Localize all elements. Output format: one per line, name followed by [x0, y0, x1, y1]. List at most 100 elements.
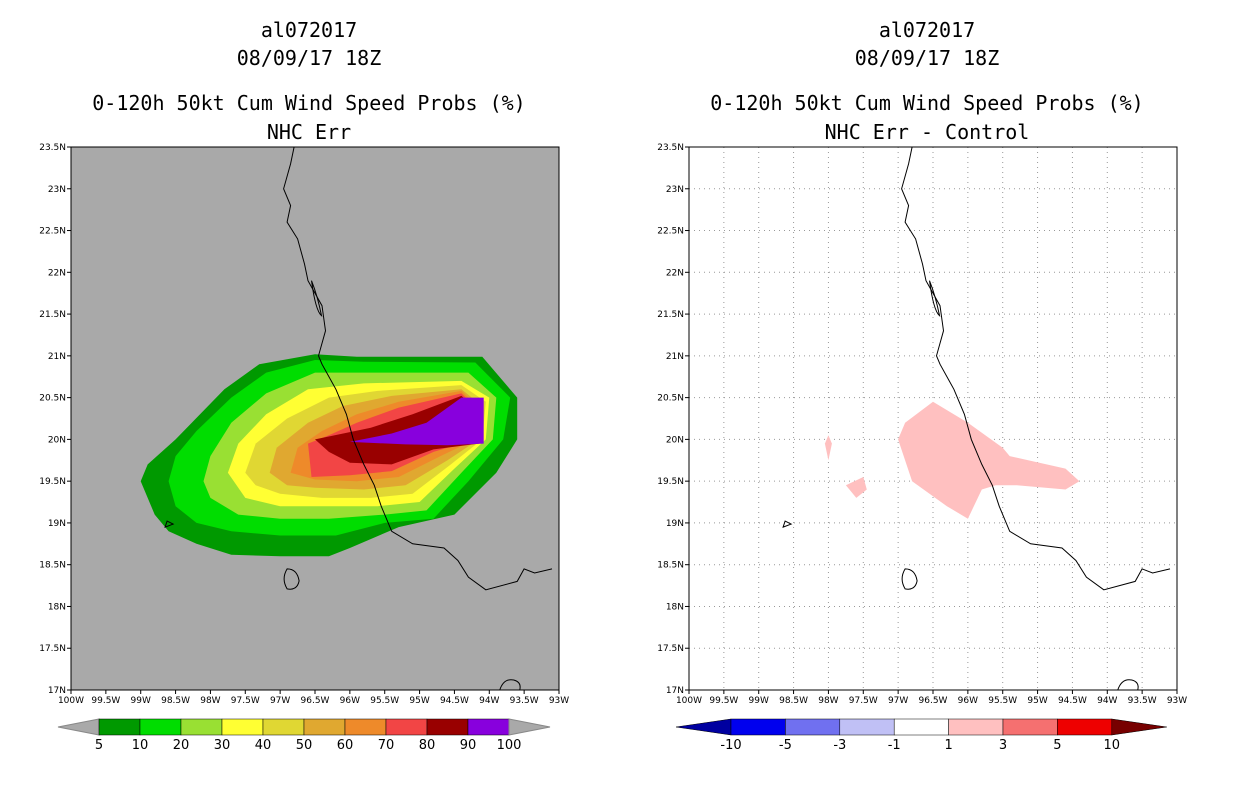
lat-tick-label: 18.5N: [39, 561, 66, 571]
lat-tick-label: 17N: [48, 686, 66, 696]
chart-title: 0-120h 50kt Cum Wind Speed Probs (%): [92, 91, 526, 115]
left-panel: al072017 08/09/17 18Z 0-120h 50kt Cum Wi…: [39, 18, 569, 753]
colorbar-end-low: [675, 718, 732, 736]
colorbar-swatch: [262, 718, 305, 736]
colorbar-label: -1: [888, 738, 901, 753]
colorbar-swatch: [221, 718, 264, 736]
colorbar-swatch: [730, 718, 786, 736]
lon-tick-label: 94W: [1097, 696, 1117, 706]
colorbar-label: 50: [296, 738, 313, 753]
coastline: [901, 146, 1171, 591]
lat-tick-label: 23N: [666, 185, 684, 195]
colorbar-label: 40: [255, 738, 272, 753]
lake-outline: [901, 568, 918, 590]
contour-level-1: [824, 435, 832, 461]
colorbar-label: 80: [419, 738, 436, 753]
lat-tick-label: 20N: [666, 435, 684, 445]
lat-tick-label: 21.5N: [39, 310, 66, 320]
colorbar-swatch: [344, 718, 387, 736]
lon-tick-label: 98.5W: [779, 696, 808, 706]
colorbar-swatch: [893, 718, 949, 736]
left-map: 17N 17.5N 18N 18.5N 19N 19.5N 20N 20.5N 21N 21.5N…: [39, 143, 569, 753]
coast-fragment: [499, 679, 521, 691]
colorbar-swatch: [948, 718, 1004, 736]
island-outline: [164, 520, 175, 528]
colorbar-label: 60: [337, 738, 354, 753]
lat-tick-label: 23.5N: [39, 143, 66, 153]
lon-tick-label: 95W: [409, 696, 429, 706]
lon-tick-label: 94.5W: [440, 696, 469, 706]
colorbar-label: -5: [779, 738, 792, 753]
lon-tick-label: 99W: [749, 696, 769, 706]
colorbar-end-low: [57, 718, 100, 736]
colorbar-swatch: [1002, 718, 1058, 736]
lat-tick-label: 21.5N: [657, 310, 684, 320]
lat-tick-label: 22N: [666, 268, 684, 278]
colorbar-label: 30: [214, 738, 231, 753]
colorbar-label: 5: [95, 738, 103, 753]
lake-outline: [283, 568, 300, 590]
contour-level-1: [898, 401, 1080, 519]
contour-level-1: [845, 477, 867, 498]
colorbar-label: 70: [378, 738, 395, 753]
colorbar-swatch: [1057, 718, 1113, 736]
lon-tick-label: 100W: [58, 696, 84, 706]
coast-fragment: [1117, 679, 1139, 691]
lat-tick-label: 20.5N: [657, 394, 684, 404]
colorbar-label: 100: [497, 738, 522, 753]
colorbar-swatch: [785, 718, 841, 736]
colorbar-label: -10: [720, 738, 741, 753]
colorbar-label: 1: [944, 738, 952, 753]
lat-tick-label: 19N: [666, 519, 684, 529]
lat-tick-label: 18N: [48, 602, 66, 612]
lat-tick-label: 18N: [666, 602, 684, 612]
colorbar-label: 10: [132, 738, 149, 753]
colorbar-label: -3: [833, 738, 846, 753]
lon-tick-label: 93.5W: [510, 696, 539, 706]
lat-tick-label: 21N: [666, 352, 684, 362]
lon-tick-label: 99.5W: [709, 696, 738, 706]
chart-subtitle: NHC Err - Control: [824, 120, 1030, 144]
colorbar-swatch: [139, 718, 182, 736]
colorbar-swatch: [98, 718, 141, 736]
colorbar-label: 3: [999, 738, 1007, 753]
colorbar-label: 5: [1053, 738, 1061, 753]
lat-tick-label: 22.5N: [657, 227, 684, 237]
colorbar-swatch: [303, 718, 346, 736]
colorbar-swatch: [385, 718, 428, 736]
chart-subtitle: NHC Err: [266, 120, 352, 144]
lat-tick-label: 23N: [48, 185, 66, 195]
lat-tick-label: 22.5N: [39, 227, 66, 237]
lon-tick-label: 99W: [131, 696, 151, 706]
lon-tick-label: 98W: [818, 696, 838, 706]
lon-tick-label: 94.5W: [1058, 696, 1087, 706]
colorbar-swatch: [467, 718, 510, 736]
lagoon-outline: [929, 280, 941, 317]
lat-tick-label: 20.5N: [39, 394, 66, 404]
lon-tick-label: 95.5W: [988, 696, 1017, 706]
lat-tick-label: 18.5N: [657, 561, 684, 571]
lat-tick-label: 21N: [48, 352, 66, 362]
lat-tick-label: 20N: [48, 435, 66, 445]
lat-tick-label: 23.5N: [657, 143, 684, 153]
lat-tick-label: 22N: [48, 268, 66, 278]
lon-tick-label: 93W: [1167, 696, 1187, 706]
lon-tick-label: 97W: [270, 696, 290, 706]
lat-tick-label: 19.5N: [39, 477, 66, 487]
lon-tick-label: 98.5W: [161, 696, 190, 706]
lon-tick-label: 97W: [888, 696, 908, 706]
lat-tick-label: 17.5N: [657, 644, 684, 654]
colorbar-swatch: [180, 718, 223, 736]
storm-id: al072017: [878, 18, 976, 42]
lon-tick-label: 97.5W: [231, 696, 260, 706]
colorbar-end-high: [1111, 718, 1167, 736]
colorbar-swatch: [839, 718, 895, 736]
lon-tick-label: 96.5W: [301, 696, 330, 706]
lon-tick-label: 95W: [1027, 696, 1047, 706]
lat-tick-label: 17N: [666, 686, 684, 696]
island-outline: [782, 520, 793, 528]
colorbar-label: 20: [173, 738, 190, 753]
valid-time: 08/09/17 18Z: [854, 46, 1000, 70]
colorbar-swatch: [426, 718, 469, 736]
right-map: 17N 17.5N 18N 18.5N 19N 19.5N 20N 20.5N 21N 21.5N…: [657, 143, 1187, 753]
